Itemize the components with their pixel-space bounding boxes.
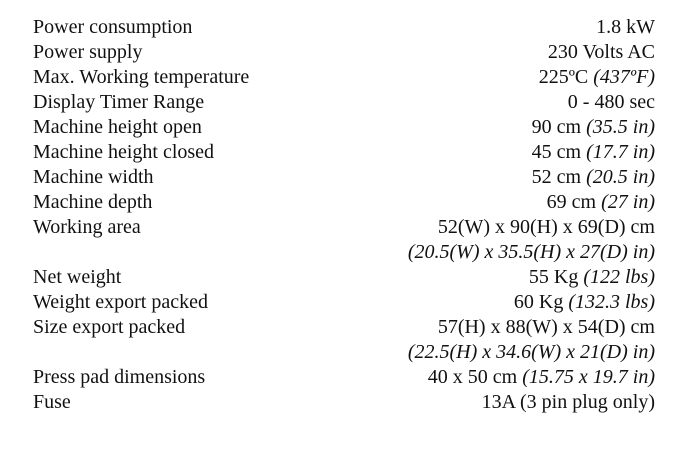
spec-row: Machine depth 69 cm (27 in) (33, 190, 655, 215)
spec-row: Weight export packed 60 Kg (132.3 lbs) (33, 290, 655, 315)
spec-row: Fuse 13A (3 pin plug only) (33, 390, 655, 415)
value-main: 90 cm (531, 116, 582, 138)
spec-row: Display Timer Range 0 - 480 sec (33, 90, 655, 115)
spec-label: Weight export packed (33, 291, 208, 313)
spec-row: Max. Working temperature 225ºC (437ºF) (33, 65, 655, 90)
spec-label: Power consumption (33, 16, 193, 38)
spec-label: Max. Working temperature (33, 66, 250, 88)
spec-label: Net weight (33, 266, 122, 288)
value-main: 57(H) x 88(W) x 54(D) cm (437, 316, 655, 338)
spec-value: 52(W) x 90(H) x 69(D) cm (438, 215, 655, 240)
spec-value: 13A (3 pin plug only) (482, 390, 655, 415)
spec-value: 0 - 480 sec (568, 90, 655, 115)
value-main: 1.8 kW (596, 16, 655, 38)
spec-label: Power supply (33, 41, 143, 63)
spec-row: Net weight 55 Kg (122 lbs) (33, 265, 655, 290)
spec-label: Working area (33, 216, 141, 238)
value-main: 52 cm (531, 166, 582, 188)
spec-value: 40 x 50 cm (15.75 x 19.7 in) (428, 365, 655, 390)
spec-label: Machine depth (33, 191, 153, 213)
value-note: (35.5 in) (586, 116, 655, 138)
spec-row: Working area 52(W) x 90(H) x 69(D) cm (33, 215, 655, 240)
value-main: 52(W) x 90(H) x 69(D) cm (437, 216, 655, 238)
spec-value: 230 Volts AC (548, 40, 655, 65)
spec-label: Machine width (33, 166, 154, 188)
spec-value: 57(H) x 88(W) x 54(D) cm (438, 315, 655, 340)
spec-row: Size export packed 57(H) x 88(W) x 54(D) … (33, 315, 655, 340)
spec-row: Power supply 230 Volts AC (33, 40, 655, 65)
spec-value: 55 Kg (122 lbs) (529, 265, 655, 290)
spec-value: 52 cm (20.5 in) (532, 165, 655, 190)
value-main: 55 Kg (528, 266, 579, 288)
value-note: (27 in) (601, 191, 655, 213)
value-main: 45 cm (531, 141, 582, 163)
value-main: 13A (3 pin plug only) (481, 391, 655, 413)
spec-value: 60 Kg (132.3 lbs) (514, 290, 655, 315)
spec-table: Power consumption 1.8 kW Power supply 230 V… (33, 15, 655, 415)
value-note: (132.3 lbs) (568, 291, 655, 313)
value-main: 0 - 480 sec (567, 91, 655, 113)
value-note: (17.7 in) (586, 141, 655, 163)
spec-label: Press pad dimensions (33, 366, 206, 388)
spec-label: Fuse (33, 391, 71, 413)
spec-value: 225ºC (437ºF) (539, 65, 655, 90)
value-note: (22.5(H) x 34.6(W) x 21(D) in) (407, 341, 655, 363)
spec-row-continued: (20.5(W) x 35.5(H) x 27(D) in) (33, 240, 655, 265)
value-note: (20.5(W) x 35.5(H) x 27(D) in) (407, 241, 655, 263)
spec-row: Machine height closed 45 cm (17.7 in) (33, 140, 655, 165)
value-main: 230 Volts AC (547, 41, 655, 63)
value-main: 69 cm (546, 191, 597, 213)
spec-label: Size export packed (33, 316, 186, 338)
spec-row: Press pad dimensions 40 x 50 cm (15.75 x 1… (33, 365, 655, 390)
value-main: 60 Kg (513, 291, 564, 313)
spec-value: 1.8 kW (596, 15, 655, 40)
value-main: 40 x 50 cm (427, 366, 518, 388)
spec-label: Display Timer Range (33, 91, 205, 113)
spec-label: Machine height closed (33, 141, 215, 163)
spec-value: 69 cm (27 in) (547, 190, 655, 215)
value-note: (122 lbs) (583, 266, 655, 288)
value-note: (15.75 x 19.7 in) (522, 366, 655, 388)
spec-row: Machine width 52 cm (20.5 in) (33, 165, 655, 190)
spec-value: 45 cm (17.7 in) (532, 140, 655, 165)
value-main: 225ºC (538, 66, 589, 88)
spec-row-continued: (22.5(H) x 34.6(W) x 21(D) in) (33, 340, 655, 365)
spec-row: Power consumption 1.8 kW (33, 15, 655, 40)
value-note: (437ºF) (593, 66, 655, 88)
value-note: (20.5 in) (586, 166, 655, 188)
spec-value: 90 cm (35.5 in) (532, 115, 655, 140)
spec-label: Machine height open (33, 116, 202, 138)
spec-row: Machine height open 90 cm (35.5 in) (33, 115, 655, 140)
